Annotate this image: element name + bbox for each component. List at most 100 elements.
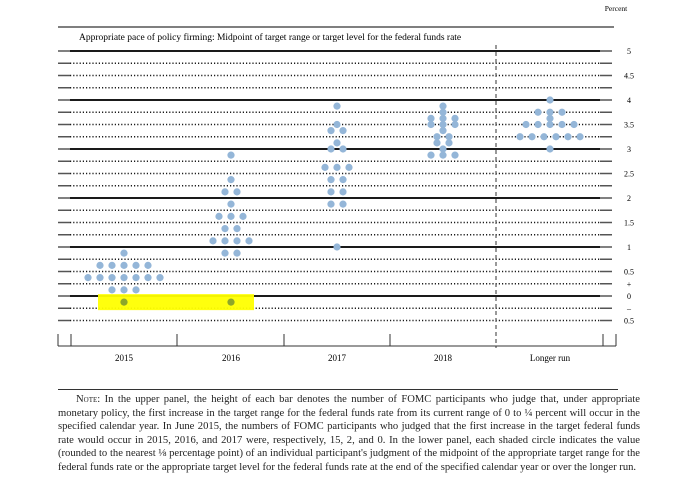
dot-2015 (120, 274, 128, 282)
dot-2016 (209, 237, 217, 245)
dot-2015 (120, 286, 128, 294)
dot-longer-run (516, 133, 524, 141)
dot-2016 (239, 212, 247, 220)
dot-2016 (233, 249, 241, 257)
dot-2018 (439, 151, 447, 159)
y-tick-label: 2.5 (624, 170, 634, 179)
dot-2018 (427, 120, 435, 129)
dot-2015 (144, 261, 152, 269)
dot-2016 (221, 249, 229, 257)
dot-2018 (439, 114, 447, 122)
dot-2017 (333, 243, 341, 251)
dot-2017 (333, 120, 341, 129)
dot-2018 (439, 120, 447, 129)
note-text: In the upper panel, the height of each b… (58, 394, 640, 473)
dot-2017 (339, 188, 347, 196)
y-tick-label: 1.5 (624, 219, 634, 228)
dot-2016 (221, 188, 229, 196)
dot-longer-run (546, 114, 554, 122)
dot-2016 (227, 200, 235, 208)
x-tick-label: 2016 (222, 353, 241, 363)
dot-longer-run (534, 120, 542, 129)
dot-2017 (327, 188, 335, 196)
y-tick-label: 3 (627, 145, 631, 154)
dot-longer-run (564, 133, 572, 141)
dot-2018 (427, 151, 435, 159)
x-tick-label: 2018 (434, 353, 453, 363)
dot-2015 (132, 274, 140, 282)
y-tick-label: 0 (627, 292, 631, 301)
dot-2016 (227, 212, 235, 220)
highlight-marker (98, 294, 254, 311)
dot-longer-run (546, 96, 554, 104)
y-tick-label: 3.5 (624, 121, 634, 130)
dot-longer-run (558, 108, 566, 116)
dot-2017 (339, 176, 347, 184)
dot-longer-run (528, 133, 536, 141)
x-tick-label: 2015 (115, 353, 134, 363)
y-tick-label: 0.5 (624, 268, 634, 277)
dot-longer-run (540, 133, 548, 141)
dot-longer-run (534, 108, 542, 116)
dot-longer-run (546, 120, 554, 129)
dot-2018 (451, 120, 459, 129)
dot-2016 (233, 237, 241, 245)
y-tick-label: 1 (627, 243, 631, 252)
dot-2018 (439, 102, 447, 110)
dot-2017 (345, 163, 353, 171)
dot-2018 (439, 127, 447, 135)
dot-2016 (245, 237, 253, 245)
x-tick-label: 2017 (328, 353, 347, 363)
unit-label: Percent (605, 4, 628, 13)
dot-2016 (221, 225, 229, 233)
dot-2017 (333, 163, 341, 171)
dot-2017 (327, 145, 335, 153)
chart-title: Appropriate pace of policy firming: Midp… (79, 32, 461, 43)
dot-2018 (439, 145, 447, 153)
y-tick-label: 0.5 (624, 317, 634, 326)
dot-2017 (339, 145, 347, 153)
dot-2015 (120, 249, 128, 257)
dot-2016 (233, 225, 241, 233)
dot-longer-run (522, 120, 530, 129)
dot-2017 (333, 102, 341, 110)
dot-longer-run (546, 145, 554, 153)
dot-2018 (439, 108, 447, 116)
dot-2015 (84, 274, 92, 282)
dot-2016 (215, 212, 223, 220)
dot-2015 (120, 261, 128, 269)
dot-longer-run (546, 108, 554, 116)
dot-2018 (445, 139, 453, 147)
y-tick-label: + (627, 280, 632, 289)
dot-plot-chart: Percent Appropriate pace of policy firmi… (57, 4, 634, 363)
chart-note: Note: In the upper panel, the height of … (58, 393, 640, 475)
dot-longer-run (558, 120, 566, 129)
dot-2016 (233, 188, 241, 196)
dot-2015 (120, 298, 128, 306)
dot-2015 (132, 286, 140, 294)
dot-2018 (433, 139, 441, 147)
dot-2017 (333, 139, 341, 147)
dot-2017 (339, 200, 347, 208)
dot-2016 (227, 298, 235, 306)
dot-2015 (96, 261, 104, 269)
dot-2018 (445, 133, 453, 141)
dot-longer-run (570, 120, 578, 129)
dot-2015 (96, 274, 104, 282)
note-rule (58, 389, 618, 390)
dot-2015 (132, 261, 140, 269)
dot-2015 (156, 274, 164, 282)
y-tick-label: 5 (627, 47, 631, 56)
dot-2017 (327, 176, 335, 184)
dot-2018 (427, 114, 435, 122)
note-lead: Note: (76, 394, 101, 405)
dot-2016 (227, 176, 235, 184)
dot-2015 (108, 286, 116, 294)
dot-2018 (433, 133, 441, 141)
y-tick-label: 2 (627, 194, 631, 203)
dot-2017 (327, 127, 335, 135)
x-tick-label: Longer run (530, 353, 571, 363)
dot-2016 (221, 237, 229, 245)
dot-2017 (339, 127, 347, 135)
dot-2015 (108, 274, 116, 282)
